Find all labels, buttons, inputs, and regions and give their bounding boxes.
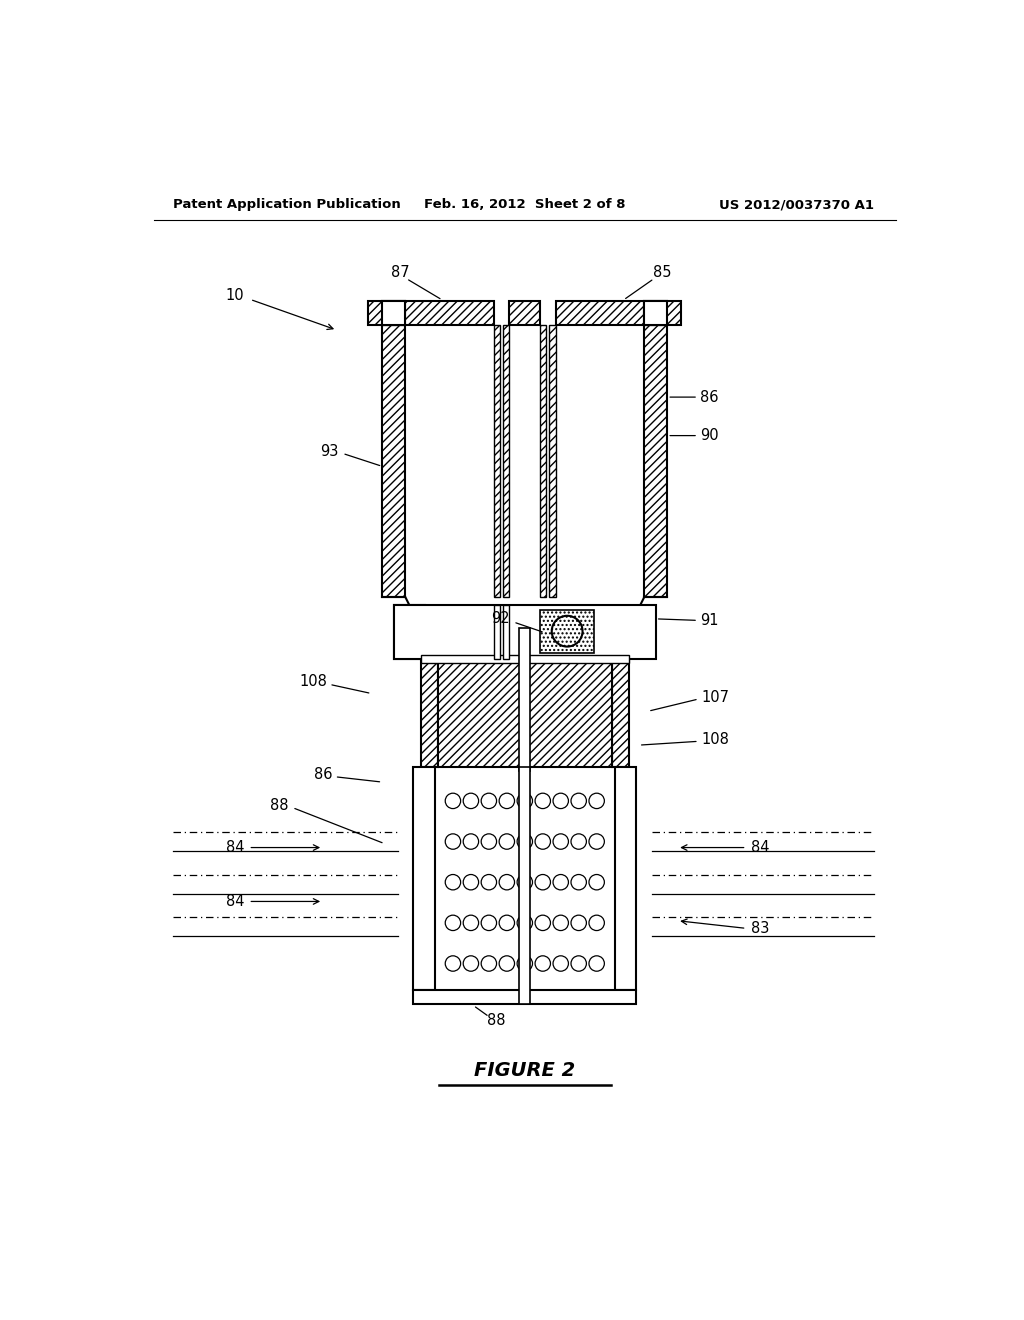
Text: US 2012/0037370 A1: US 2012/0037370 A1 <box>719 198 873 211</box>
Bar <box>644 301 668 326</box>
Bar <box>550 326 556 597</box>
Bar <box>519 628 530 771</box>
Bar <box>369 301 406 326</box>
Text: 84: 84 <box>226 894 245 909</box>
Bar <box>382 326 406 597</box>
Bar <box>541 326 547 597</box>
Text: 86: 86 <box>313 767 333 781</box>
Bar <box>541 610 594 653</box>
Bar <box>421 655 629 663</box>
Bar <box>494 326 500 597</box>
Bar <box>611 659 629 767</box>
Text: 108: 108 <box>299 675 327 689</box>
Bar <box>394 605 425 659</box>
Bar <box>519 767 530 1003</box>
Bar <box>382 301 494 326</box>
Text: 92: 92 <box>490 611 509 627</box>
Bar <box>438 659 611 767</box>
Text: 93: 93 <box>321 444 339 458</box>
Text: 88: 88 <box>270 797 289 813</box>
Bar <box>509 301 541 326</box>
Bar <box>644 326 668 597</box>
Text: 85: 85 <box>652 265 671 280</box>
Text: 107: 107 <box>701 690 730 705</box>
Bar <box>503 605 509 659</box>
Text: Feb. 16, 2012  Sheet 2 of 8: Feb. 16, 2012 Sheet 2 of 8 <box>424 198 626 211</box>
Bar <box>382 301 406 326</box>
Text: 88: 88 <box>487 1014 506 1028</box>
Text: Patent Application Publication: Patent Application Publication <box>173 198 400 211</box>
Text: 87: 87 <box>391 265 410 280</box>
Bar <box>413 767 435 990</box>
Bar <box>413 990 637 1003</box>
Text: 86: 86 <box>700 389 719 405</box>
Text: 10: 10 <box>226 288 245 304</box>
Text: 84: 84 <box>752 840 770 855</box>
Bar <box>421 659 438 767</box>
Text: 84: 84 <box>226 840 245 855</box>
Text: FIGURE 2: FIGURE 2 <box>474 1061 575 1080</box>
Bar <box>556 301 668 326</box>
Bar <box>494 605 500 659</box>
Text: 108: 108 <box>701 733 730 747</box>
Bar <box>614 767 637 990</box>
Text: 91: 91 <box>700 612 719 628</box>
Bar <box>644 301 681 326</box>
Bar <box>503 326 509 597</box>
Text: 90: 90 <box>700 428 719 444</box>
Bar <box>394 605 655 659</box>
Text: 83: 83 <box>752 921 770 936</box>
